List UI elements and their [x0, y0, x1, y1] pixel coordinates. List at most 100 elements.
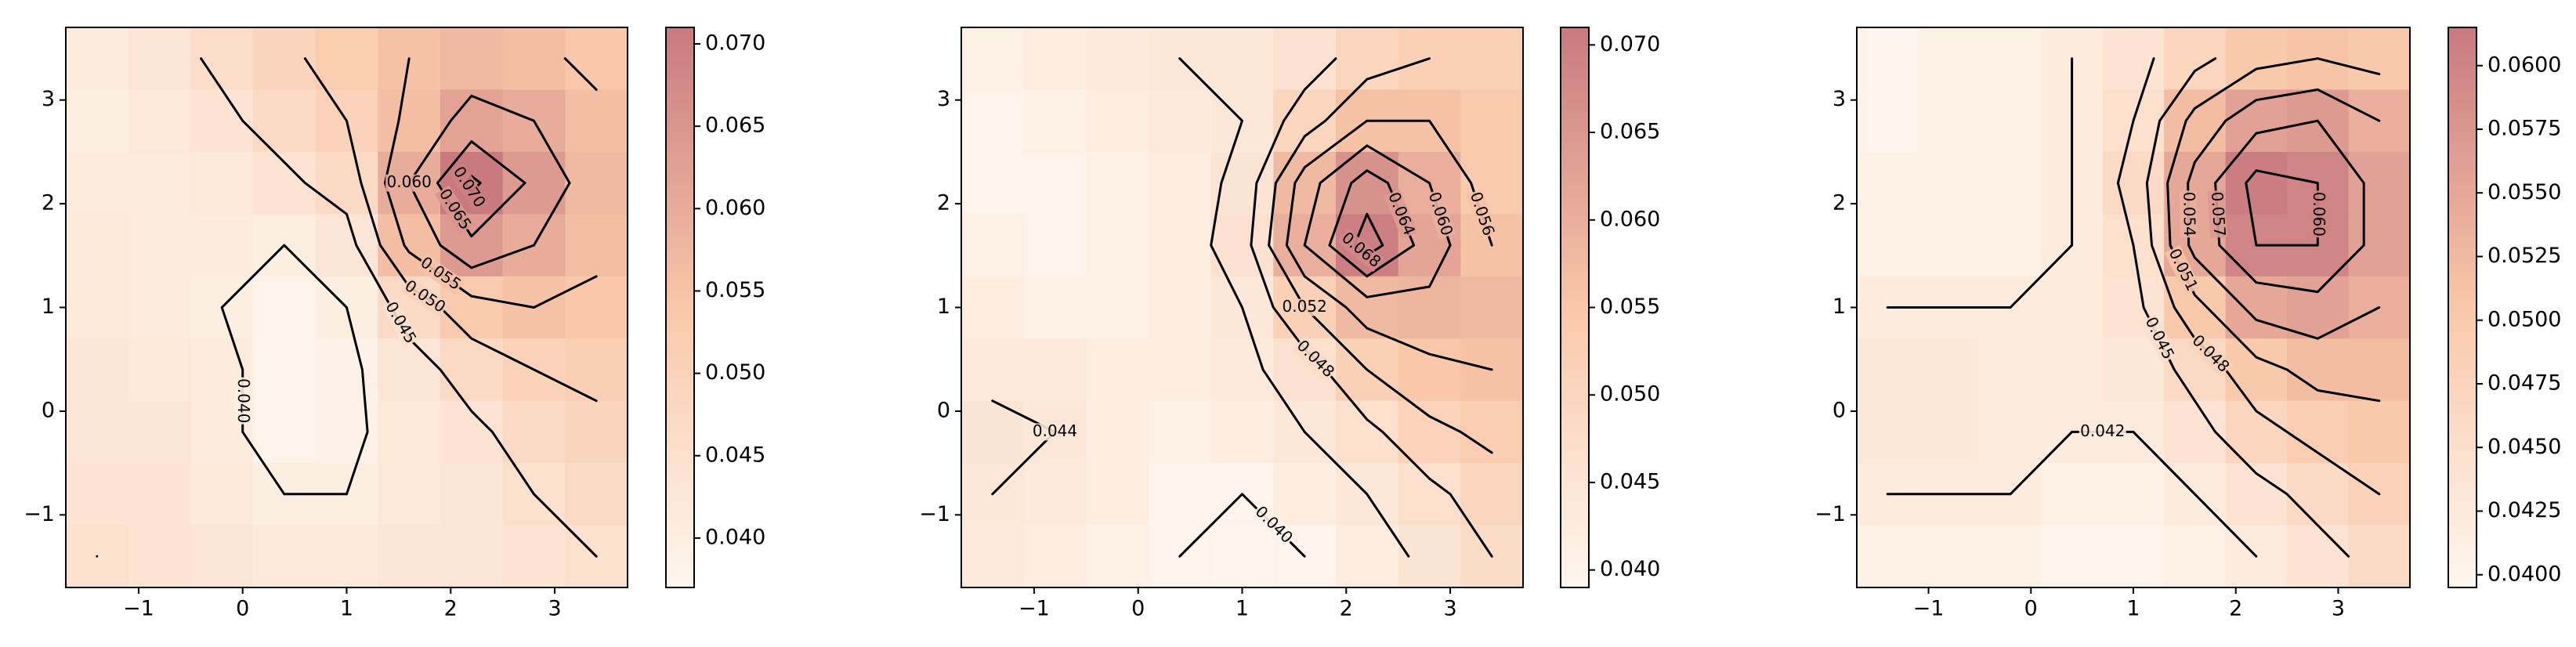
- heat-cell: [2348, 400, 2410, 464]
- heat-cell: [2164, 89, 2227, 153]
- heat-cell: [253, 89, 317, 153]
- y-tick-label: 2: [937, 191, 950, 215]
- colorbar-tick-label: 0.0550: [2487, 180, 2561, 204]
- y-tick-label: 1: [42, 295, 55, 319]
- x-tick-label: 0: [236, 597, 249, 621]
- heat-cell: [1979, 525, 2042, 587]
- heat-cell: [565, 27, 628, 90]
- heat-cell: [1979, 338, 2042, 402]
- colorbar-tick-label: 0.070: [705, 31, 765, 56]
- heat-cell: [1149, 276, 1212, 339]
- heat-cell: [1857, 89, 1919, 153]
- heat-cell: [565, 214, 628, 277]
- heat-cell: [565, 463, 628, 526]
- colorbar-tick-label: 0.060: [1600, 207, 1660, 231]
- heat-cell: [1273, 151, 1337, 215]
- contour-label-bg: [1384, 189, 1418, 240]
- heat-cell: [1149, 338, 1212, 402]
- heat-cell: [1086, 214, 1149, 277]
- x-tick-label: 2: [1340, 597, 1353, 621]
- x-tick-label: 3: [1443, 597, 1456, 621]
- heat-cell: [2102, 27, 2165, 90]
- heat-cell: [1460, 463, 1523, 526]
- colorbar-tick-label: 0.065: [1600, 120, 1660, 144]
- contour-label-group: 0.054: [2179, 190, 2199, 238]
- heat-cell: [128, 400, 191, 464]
- heat-cell: [2348, 27, 2410, 90]
- colorbar-tick-label: 0.055: [1600, 295, 1660, 319]
- heat-cell: [1086, 89, 1149, 153]
- heat-cell: [2348, 151, 2410, 215]
- heat-cell: [565, 338, 628, 402]
- x-tick-label: −1: [123, 597, 154, 621]
- contour-line: [2116, 57, 2350, 558]
- heat-cell: [1979, 89, 2042, 153]
- colorbar-tick-label: 0.050: [1600, 382, 1660, 407]
- heat-cell: [128, 276, 191, 339]
- y-tick-label: 2: [42, 191, 55, 215]
- heat-cell: [1918, 89, 1981, 153]
- heat-cell: [502, 400, 566, 464]
- heat-cell: [1918, 151, 1981, 215]
- heat-cell: [315, 400, 378, 464]
- contour-label-group: 0.060: [2309, 190, 2328, 238]
- contour-label-bg: [233, 377, 251, 425]
- contour-label-group: 0.042: [2079, 421, 2126, 441]
- x-tick-label: 1: [340, 597, 353, 621]
- heat-cell: [128, 27, 191, 90]
- heat-cell: [2225, 151, 2288, 215]
- contour-label-group: 0.044: [1031, 421, 1079, 441]
- heat-cell: [378, 400, 441, 464]
- contour-label-group: 0.057: [2207, 190, 2230, 238]
- heat-cell: [1149, 463, 1212, 526]
- heat-cell: [1398, 338, 1461, 402]
- y-tick-label: 1: [1833, 295, 1846, 319]
- heat-cell: [1857, 338, 1919, 402]
- heat-cell: [1857, 151, 1919, 215]
- heat-cell: [2164, 27, 2227, 90]
- heat-cell: [253, 276, 317, 339]
- heat-cell: [190, 151, 254, 215]
- heat-cell: [2225, 338, 2288, 402]
- colorbar-tick-label: 0.0525: [2487, 244, 2561, 268]
- heat-cell: [1979, 151, 2042, 215]
- y-tick-label: −1: [1814, 502, 1846, 526]
- heat-cell: [961, 400, 1025, 464]
- contour-label-group: 0.052: [1281, 297, 1329, 316]
- colorbar: [1560, 27, 1590, 588]
- heat-cell: [1857, 525, 1919, 587]
- heat-cell: [1857, 214, 1919, 277]
- heat-cell: [961, 214, 1025, 277]
- contour-label: 0.052: [1283, 297, 1327, 316]
- y-tick-label: −1: [919, 502, 950, 526]
- heat-cell: [253, 338, 317, 402]
- contour-label-bg: [385, 174, 433, 192]
- heat-cell: [2102, 151, 2165, 215]
- heat-cell: [66, 463, 129, 526]
- heat-cell: [440, 338, 504, 402]
- heat-cell: [2102, 338, 2165, 402]
- heat-cell: [128, 338, 191, 402]
- contour-label-bg: [1465, 189, 1497, 240]
- heat-cell: [315, 525, 378, 587]
- heat-cell: [440, 463, 504, 526]
- x-tick-label: 3: [2332, 597, 2345, 621]
- colorbar-tick-label: 0.0425: [2487, 498, 2561, 522]
- heat-cell: [1023, 338, 1087, 402]
- contour-label: 0.060: [2310, 192, 2328, 237]
- x-tick-label: 1: [1236, 597, 1249, 621]
- contour-label-group: 0.040: [233, 377, 253, 425]
- contour-line: [1353, 212, 1384, 257]
- y-tick-label: 3: [1833, 87, 1846, 111]
- contour-label-bg: [1281, 298, 1329, 316]
- contour-label: 0.042: [2080, 421, 2125, 440]
- heat-cell: [253, 400, 317, 464]
- contour-label-bg: [416, 253, 465, 295]
- heat-cell: [378, 338, 441, 402]
- heat-cell: [66, 151, 129, 215]
- heat-cell: [128, 214, 191, 277]
